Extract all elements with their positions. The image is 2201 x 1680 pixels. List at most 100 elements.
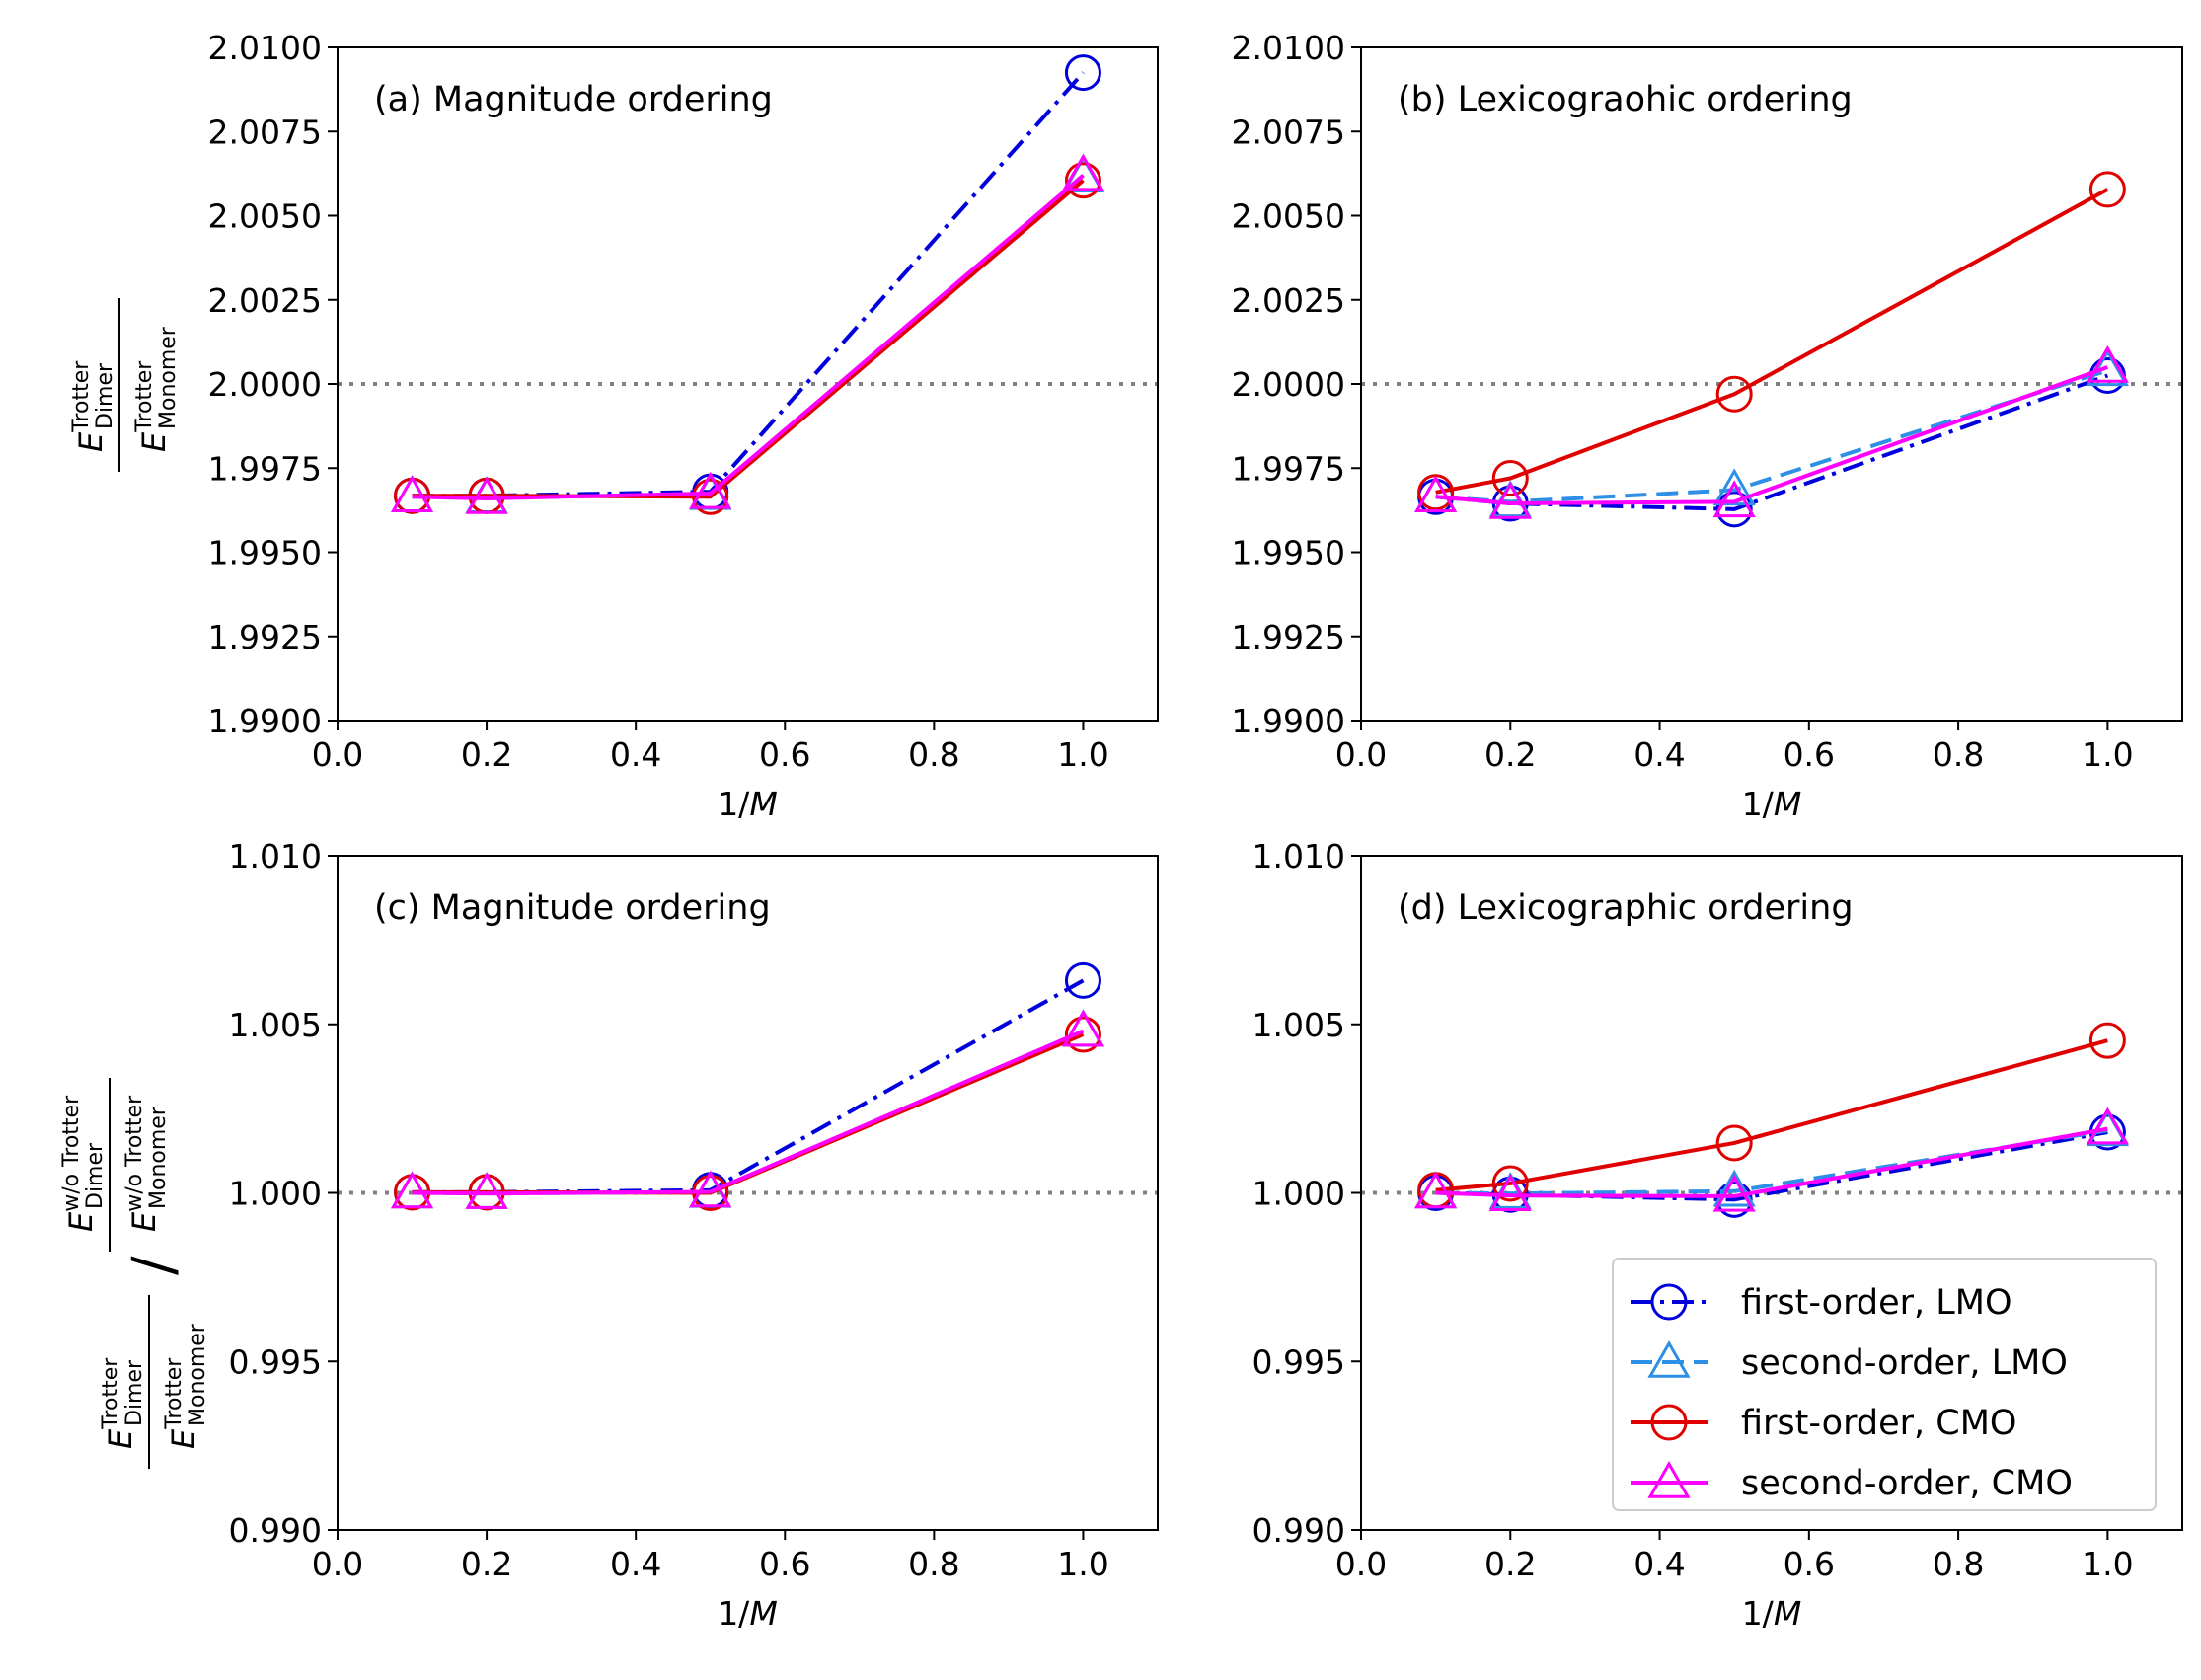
plot-frame <box>337 46 1159 722</box>
x-tick-label: 0.4 <box>1633 735 1685 774</box>
x-tick-label: 0.4 <box>1633 1545 1685 1583</box>
series-line <box>1435 188 2109 495</box>
series-line <box>1435 365 2109 506</box>
data-point <box>1712 1169 1756 1207</box>
panel-title: (c) Magnitude ordering <box>374 888 771 928</box>
x-tick-label: 1.0 <box>1057 735 1108 774</box>
series-line <box>412 174 1085 500</box>
x-tick-label: 0.2 <box>461 1545 512 1583</box>
data-point <box>1061 153 1105 191</box>
legend-marker <box>1650 1404 1688 1441</box>
x-tick-label: 0.8 <box>908 735 959 774</box>
legend-marker <box>1647 1460 1691 1498</box>
x-tick-label: 0.2 <box>1484 1545 1536 1583</box>
data-point <box>692 478 729 515</box>
y-label-fraction: ETrotterDimer ETrotterMonomer <box>69 298 181 472</box>
data-point <box>2086 348 2129 387</box>
y-label-slash: / <box>119 1256 187 1275</box>
x-tick-label: 0.4 <box>610 1545 661 1583</box>
y-tick-label: 2.0025 <box>1232 281 1345 320</box>
data-point <box>1064 54 1101 92</box>
series-line <box>412 71 1085 498</box>
data-point <box>1715 491 1753 528</box>
y-label-fraction-wo-trotter: Ew/o TrotterDimer Ew/o TrotterMonomer <box>59 1078 171 1252</box>
x-axis-label: 1/M <box>1742 785 1802 823</box>
x-tick-label: 0.2 <box>1484 735 1536 774</box>
svg-text:ETrotterDimer: ETrotterDimer <box>69 360 117 452</box>
y-tick-label: 0.995 <box>229 1342 322 1381</box>
x-tick-label: 0.8 <box>908 1545 959 1583</box>
data-point <box>1715 1124 1753 1162</box>
data-point <box>1064 162 1101 199</box>
y-tick-label: 2.0075 <box>1232 113 1345 151</box>
data-point <box>1064 961 1101 999</box>
x-tick-label: 0.6 <box>1784 735 1835 774</box>
panel-c: 0.0 0.2 0.4 0.6 0.8 1.0 0.990 0.995 1.000 1.005 1.… <box>229 837 1159 1633</box>
legend-marker <box>1647 1339 1691 1378</box>
y-tick-label: 1.010 <box>229 837 322 876</box>
y-tick-label: 1.9975 <box>208 449 322 488</box>
panel-b: 0.0 0.2 0.4 0.6 0.8 1.0 1.9900 1.9925 1.9950 1.99… <box>1232 29 2183 823</box>
data-point <box>1488 1174 1532 1211</box>
y-tick-label: 1.9900 <box>208 702 322 740</box>
series-second-order-cmo <box>390 1009 1105 1209</box>
svg-text:Ew/o TrotterMonomer: Ew/o TrotterMonomer <box>122 1095 171 1232</box>
data-point <box>2086 1107 2129 1145</box>
x-tick-label: 0.6 <box>1784 1545 1835 1583</box>
svg-text:Ew/o TrotterDimer: Ew/o TrotterDimer <box>59 1095 108 1232</box>
y-axis-label-a: ETrotterDimer ETrotterMonomer <box>69 298 181 472</box>
series-second-order-cmo <box>1414 1107 2129 1212</box>
legend-box <box>1612 1258 2157 1511</box>
legend-item: first-order, LMO <box>1631 1283 2012 1323</box>
y-tick-label: 2.0025 <box>208 281 322 320</box>
plot-frame <box>1360 46 2183 722</box>
series-line <box>1435 1126 2108 1198</box>
x-axis-label: 1/M <box>1742 1594 1802 1633</box>
y-tick-label: 2.0100 <box>208 29 322 67</box>
x-tick-label: 0.2 <box>461 735 512 774</box>
x-tick-label: 0.0 <box>312 1545 363 1583</box>
x-tick-label: 1.0 <box>1057 1545 1108 1583</box>
series-line <box>1435 1038 2108 1192</box>
svg-text:ETrotterMonomer: ETrotterMonomer <box>132 326 181 452</box>
panels-layer: 0.0 0.2 0.4 0.6 0.8 1.0 1.9900 1.9925 1.9950 1.99… <box>208 29 2183 1633</box>
data-point <box>2088 171 2126 208</box>
panel-title: (a) Magnitude ordering <box>374 80 773 119</box>
legend-item: second-order, CMO <box>1631 1460 2073 1503</box>
legend-item: first-order, CMO <box>1631 1404 2016 1443</box>
series-line <box>412 1029 1085 1196</box>
legend-label: first-order, LMO <box>1741 1283 2012 1323</box>
y-tick-label: 1.000 <box>229 1175 322 1213</box>
data-point <box>2088 1022 2126 1059</box>
data-point <box>1488 482 1532 519</box>
y-tick-label: 1.9950 <box>1232 534 1345 573</box>
y-tick-label: 1.9925 <box>208 618 322 656</box>
y-tick-label: 1.9950 <box>208 534 322 573</box>
x-tick-label: 0.6 <box>759 735 810 774</box>
data-point <box>2086 344 2129 383</box>
y-tick-label: 1.005 <box>1252 1006 1345 1044</box>
x-tick-label: 0.0 <box>1335 1545 1387 1583</box>
y-tick-label: 1.9925 <box>1232 618 1345 656</box>
legend-label: second-order, CMO <box>1741 1464 2073 1503</box>
y-tick-label: 0.990 <box>1252 1511 1345 1550</box>
y-tick-label: 1.010 <box>1252 837 1345 876</box>
y-tick-label: 2.0100 <box>1232 29 1345 67</box>
series-second-order-cmo <box>390 153 1105 514</box>
x-axis-label: 1/M <box>718 1594 778 1633</box>
data-point <box>689 471 732 509</box>
legend-label: first-order, CMO <box>1741 1404 2016 1443</box>
x-tick-label: 0.8 <box>1933 1545 1984 1583</box>
panel-a: 0.0 0.2 0.4 0.6 0.8 1.0 1.9900 1.9925 1.9950 1.99… <box>208 29 1159 823</box>
svg-text:ETrotterDimer: ETrotterDimer <box>99 1357 147 1449</box>
y-tick-label: 1.9975 <box>1232 449 1345 488</box>
x-tick-label: 0.8 <box>1933 735 1984 774</box>
y-tick-label: 0.995 <box>1252 1342 1345 1381</box>
ylabels-layer: ETrotterDimerETrotterMonomerETrotterDime… <box>59 298 210 1469</box>
y-tick-label: 2.0075 <box>208 113 322 151</box>
x-tick-label: 0.0 <box>312 735 363 774</box>
x-tick-label: 1.0 <box>2082 735 2133 774</box>
legend-marker <box>1650 1283 1688 1321</box>
y-tick-label: 1.005 <box>229 1006 322 1044</box>
